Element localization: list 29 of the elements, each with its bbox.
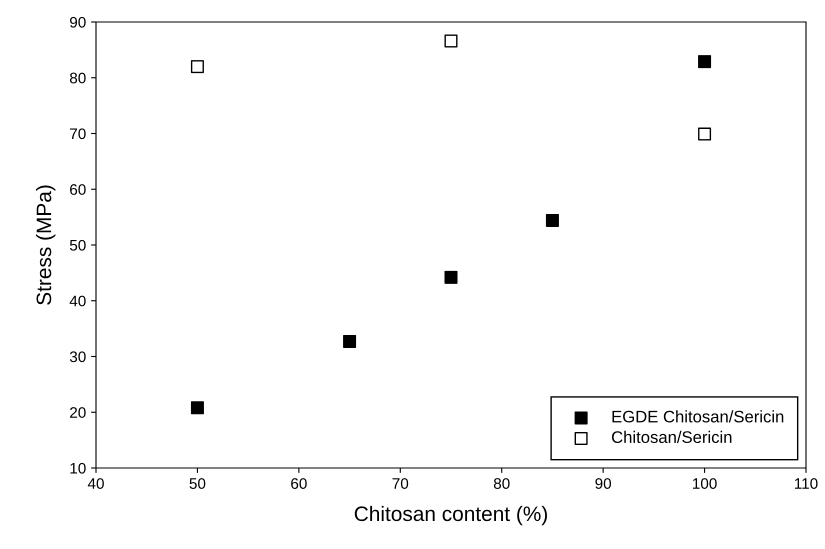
x-tick-label: 110 bbox=[794, 478, 818, 489]
point bbox=[444, 270, 458, 284]
y-tick-label: 40 bbox=[70, 296, 86, 306]
x-tick-label: 90 bbox=[595, 478, 612, 489]
x-tick-label: 50 bbox=[190, 478, 206, 489]
point bbox=[444, 34, 458, 48]
y-tick-label: 20 bbox=[70, 407, 86, 418]
point bbox=[698, 55, 712, 68]
point bbox=[343, 334, 356, 348]
x-tick-label: 60 bbox=[291, 478, 307, 489]
x-axis-title: Chitosan content (%) bbox=[354, 506, 547, 526]
y-tick-label: 90 bbox=[70, 16, 86, 28]
x-tick-label: 100 bbox=[692, 478, 717, 489]
point bbox=[190, 60, 204, 74]
x-tick-label: 80 bbox=[494, 478, 510, 489]
y-tick-label: 70 bbox=[70, 128, 86, 140]
y-axis-title: Stress (MPa) bbox=[36, 186, 56, 305]
y-tick-label: 50 bbox=[70, 240, 86, 251]
legend-label: EGDE Chitosan/Sericin bbox=[612, 410, 784, 423]
y-tick-label: 60 bbox=[70, 184, 86, 195]
point bbox=[546, 214, 559, 227]
y-tick-label: 10 bbox=[70, 462, 86, 474]
point bbox=[698, 128, 712, 141]
legend-label: Chitosan/Sericin bbox=[612, 430, 732, 444]
x-tick-label: 70 bbox=[392, 478, 408, 489]
y-tick-label: 30 bbox=[70, 351, 86, 362]
y-tick-label: 80 bbox=[70, 72, 86, 84]
x-tick-label: 40 bbox=[88, 478, 104, 489]
point bbox=[190, 401, 204, 414]
